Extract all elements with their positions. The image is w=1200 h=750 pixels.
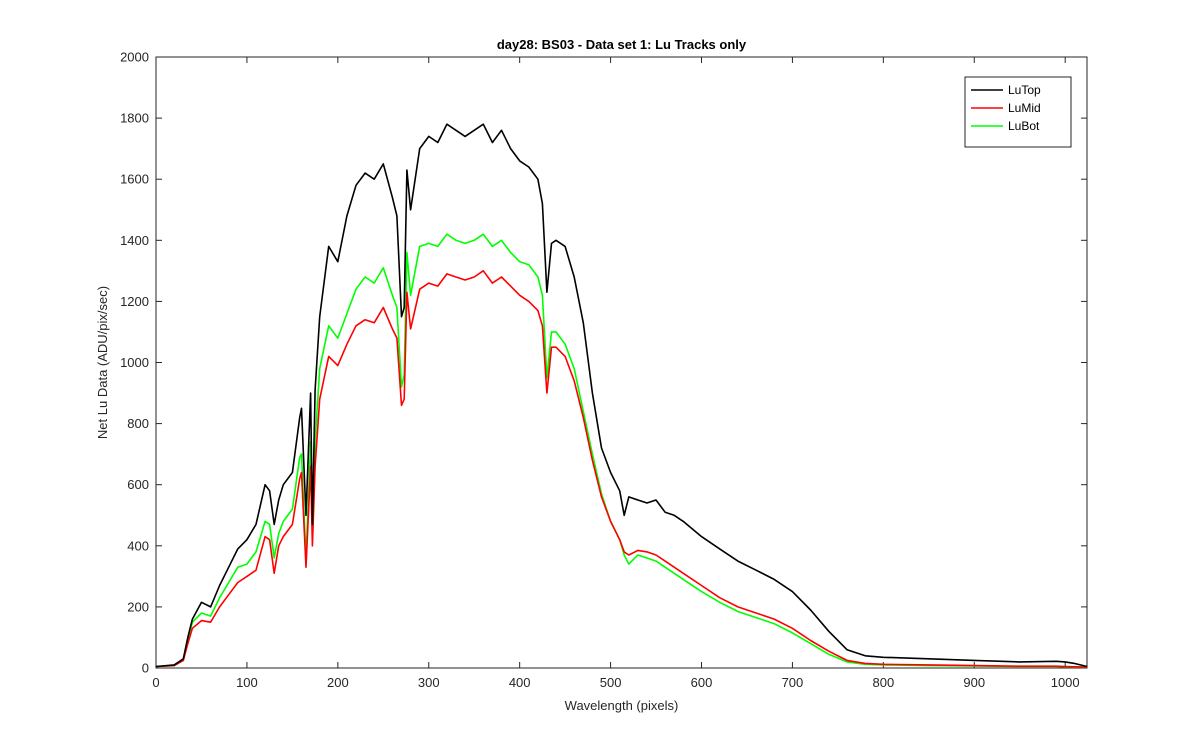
y-axis-title: Net Lu Data (ADU/pix/sec) [95, 286, 110, 439]
y-tick-label: 600 [127, 477, 149, 492]
x-axis-title: Wavelength (pixels) [565, 698, 679, 713]
series-line-lubot [155, 233, 1087, 668]
legend-box [964, 76, 1072, 148]
y-tick-label: 1400 [120, 233, 149, 248]
series-line-lumid [155, 269, 1088, 668]
y-tick-label: 400 [127, 538, 149, 553]
axes: 0 100 200 300 400 500 600 700 800 900 1000 0 200 400 6… [120, 50, 1087, 690]
y-tick-label: 800 [127, 416, 149, 431]
x-tick-label: 700 [782, 675, 804, 690]
x-tick-label: 900 [963, 675, 985, 690]
series-layer [155, 123, 1088, 668]
x-tick-label: 400 [509, 675, 531, 690]
y-tick-label: 200 [127, 599, 149, 614]
y-tick-label: 0 [142, 661, 149, 676]
legend-label: LuTop [1008, 83, 1041, 97]
y-tick-label: 1800 [120, 111, 149, 126]
legend-label: LuMid [1008, 101, 1041, 115]
x-tick-label: 800 [872, 675, 894, 690]
plot-area [155, 56, 1088, 669]
x-tick-label: 200 [327, 675, 349, 690]
y-tick-label: 1000 [120, 355, 149, 370]
y-tick-label: 1200 [120, 294, 149, 309]
chart-title: day28: BS03 - Data set 1: Lu Tracks only [497, 37, 747, 52]
series-line-lutop [155, 123, 1088, 668]
x-tick-label: 0 [152, 675, 159, 690]
y-tick-label: 2000 [120, 50, 149, 65]
x-tick-label: 100 [236, 675, 258, 690]
legend: LuTop LuMid LuBot [964, 76, 1072, 148]
legend-label: LuBot [1008, 119, 1040, 133]
x-tick-label: 300 [418, 675, 440, 690]
x-tick-label: 1000 [1051, 675, 1080, 690]
x-tick-label: 500 [600, 675, 622, 690]
y-tick-label: 1600 [120, 172, 149, 187]
x-tick-label: 600 [691, 675, 713, 690]
